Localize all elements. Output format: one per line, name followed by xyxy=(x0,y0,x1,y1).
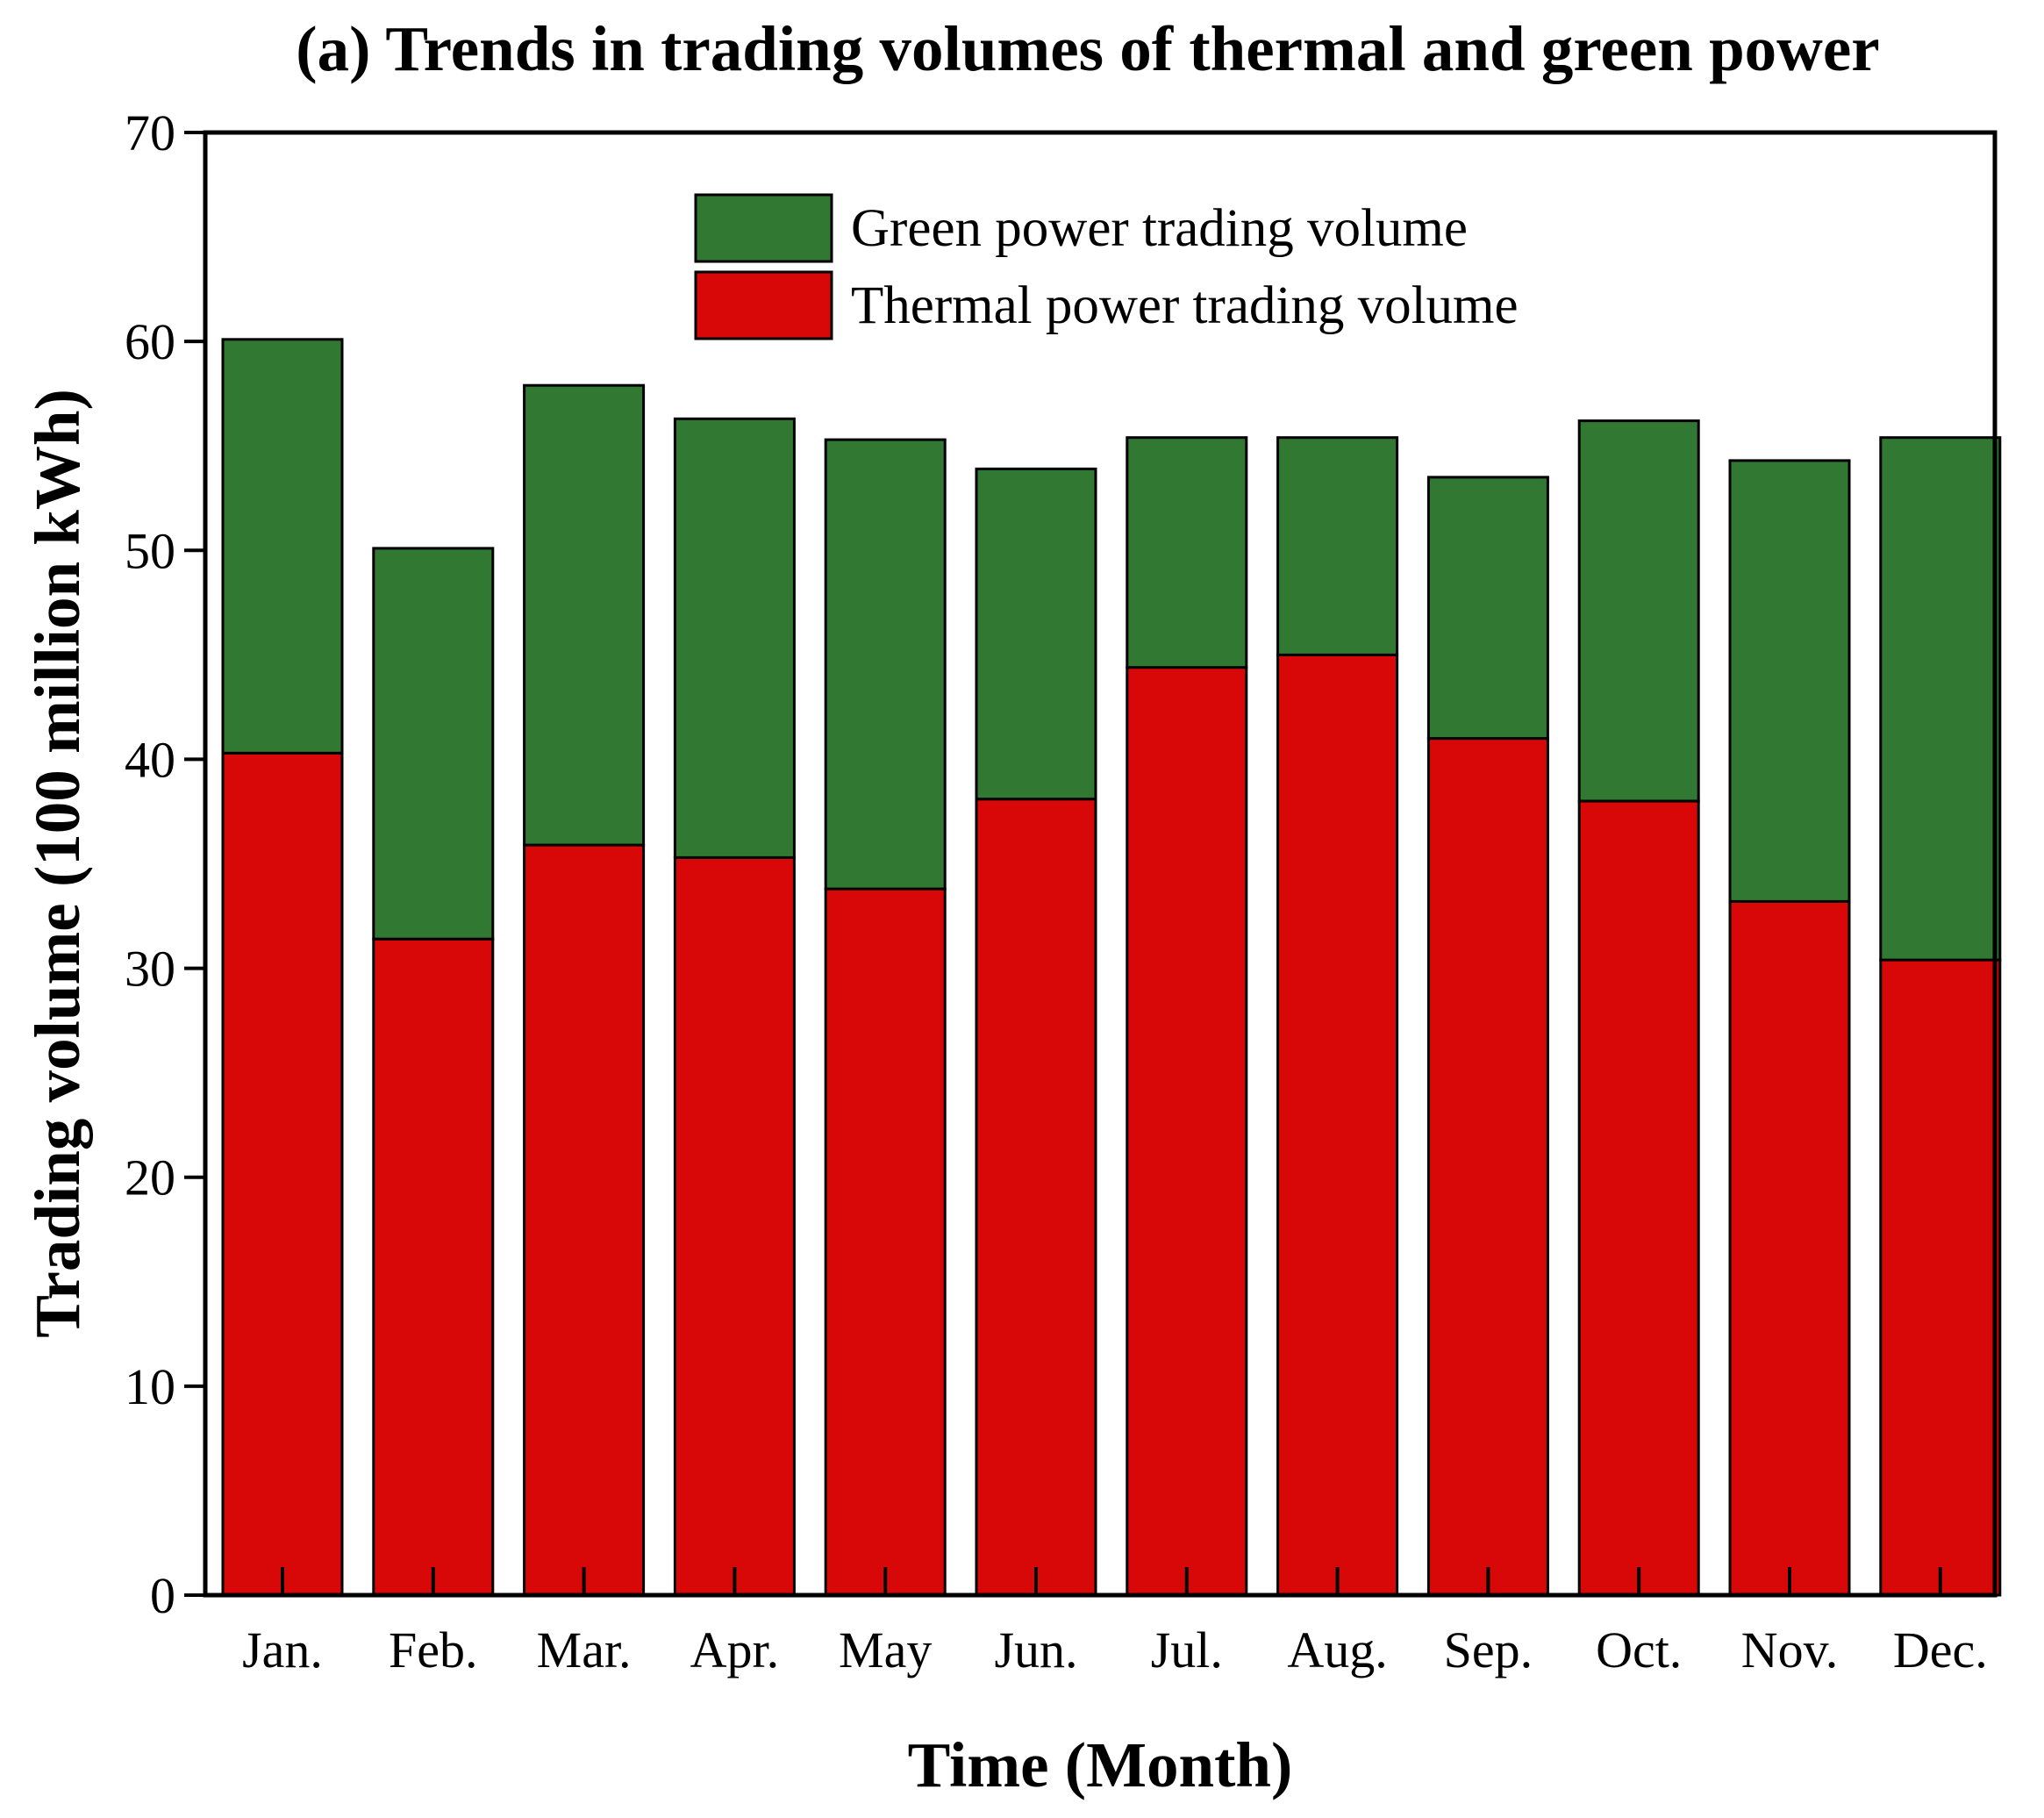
bar-green-jan xyxy=(221,338,344,755)
bar-green-apr xyxy=(673,417,796,859)
y-axis-ticks: 0 10 20 30 40 50 60 70 xyxy=(125,104,205,1624)
x-axis-ticks: Jan. Feb. Mar. Apr. May Jun. Jul. Aug. Sep. Oct. N… xyxy=(242,1567,1988,1678)
x-tick-label: Mar. xyxy=(537,1621,632,1678)
y-tick-label: 40 xyxy=(125,731,175,788)
x-tick-label: Feb. xyxy=(389,1621,478,1678)
y-tick-label: 70 xyxy=(125,104,175,161)
bar-green-mar xyxy=(523,383,646,847)
bar-thermal-aug xyxy=(1276,653,1399,1597)
x-tick-label: Jan. xyxy=(242,1621,323,1678)
x-tick-label: Dec. xyxy=(1893,1621,1988,1678)
y-tick-label: 20 xyxy=(125,1149,175,1206)
bar-green-dec xyxy=(1879,436,2002,962)
x-tick-label: Nov. xyxy=(1741,1621,1839,1678)
bar-green-feb xyxy=(372,547,495,941)
y-axis-title: Trading volume (100 million kWh) xyxy=(22,389,93,1338)
bar-thermal-sep xyxy=(1426,737,1549,1597)
bar-green-nov xyxy=(1728,459,1851,903)
legend-label-thermal: Thermal power trading volume xyxy=(851,276,1519,335)
bar-thermal-jul xyxy=(1126,666,1248,1597)
x-tick-label: Sep. xyxy=(1444,1621,1533,1678)
bar-thermal-nov xyxy=(1728,899,1851,1597)
y-tick-label: 30 xyxy=(125,941,175,998)
legend-label-green: Green power trading volume xyxy=(851,199,1468,258)
bar-green-oct xyxy=(1577,419,1700,803)
x-tick-label: Aug. xyxy=(1287,1621,1387,1678)
bar-thermal-dec xyxy=(1879,958,2002,1597)
bar-thermal-jan xyxy=(221,751,344,1597)
bars-layer xyxy=(221,338,2002,1597)
y-tick-label: 0 xyxy=(150,1567,175,1624)
bar-green-may xyxy=(824,438,947,891)
legend-swatch-thermal xyxy=(694,270,833,340)
legend-swatch-green xyxy=(694,193,833,263)
legend: Green power trading volume Thermal power … xyxy=(694,193,1519,340)
bar-green-jul xyxy=(1126,436,1248,669)
x-tick-label: Jun. xyxy=(994,1621,1077,1678)
x-axis-title: Time (Month) xyxy=(908,1729,1293,1800)
plot-frame xyxy=(203,130,1998,1598)
bar-thermal-jun xyxy=(975,798,1097,1597)
bar-thermal-may xyxy=(824,887,947,1597)
bar-green-sep xyxy=(1426,476,1549,741)
bar-thermal-apr xyxy=(673,855,796,1597)
x-tick-label: Apr. xyxy=(690,1621,780,1678)
bar-green-jun xyxy=(975,467,1097,801)
x-tick-label: Oct. xyxy=(1596,1621,1682,1678)
y-tick-label: 50 xyxy=(125,522,175,579)
y-tick-label: 60 xyxy=(125,313,175,370)
bar-green-aug xyxy=(1276,436,1399,656)
x-tick-label: May xyxy=(839,1621,932,1678)
y-tick-label: 10 xyxy=(125,1358,175,1415)
x-tick-label: Jul. xyxy=(1151,1621,1223,1678)
bar-thermal-mar xyxy=(523,843,646,1597)
chart-title: (a) Trends in trading volumes of thermal… xyxy=(296,13,1879,84)
bar-thermal-oct xyxy=(1577,799,1700,1597)
bar-thermal-feb xyxy=(372,937,495,1597)
